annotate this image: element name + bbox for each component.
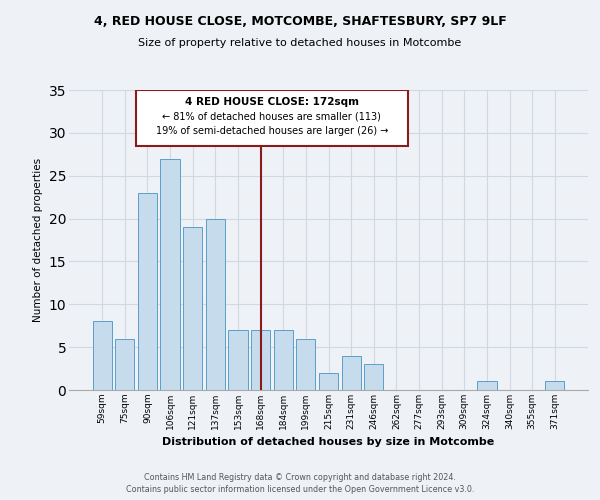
Text: Contains HM Land Registry data © Crown copyright and database right 2024.: Contains HM Land Registry data © Crown c… — [144, 472, 456, 482]
Bar — [92, 322, 112, 390]
Bar — [138, 193, 157, 390]
Bar — [319, 373, 338, 390]
FancyBboxPatch shape — [136, 90, 408, 146]
Bar — [183, 227, 202, 390]
Text: ← 81% of detached houses are smaller (113): ← 81% of detached houses are smaller (11… — [163, 112, 382, 122]
Bar — [206, 218, 225, 390]
Text: Size of property relative to detached houses in Motcombe: Size of property relative to detached ho… — [139, 38, 461, 48]
Bar — [251, 330, 270, 390]
Bar — [341, 356, 361, 390]
Bar — [115, 338, 134, 390]
Bar — [160, 158, 180, 390]
Bar — [274, 330, 293, 390]
Bar — [364, 364, 383, 390]
Bar — [229, 330, 248, 390]
X-axis label: Distribution of detached houses by size in Motcombe: Distribution of detached houses by size … — [163, 438, 494, 448]
Text: 19% of semi-detached houses are larger (26) →: 19% of semi-detached houses are larger (… — [156, 126, 388, 136]
Bar — [296, 338, 316, 390]
Bar — [545, 382, 565, 390]
Text: 4, RED HOUSE CLOSE, MOTCOMBE, SHAFTESBURY, SP7 9LF: 4, RED HOUSE CLOSE, MOTCOMBE, SHAFTESBUR… — [94, 15, 506, 28]
Text: 4 RED HOUSE CLOSE: 172sqm: 4 RED HOUSE CLOSE: 172sqm — [185, 97, 359, 107]
Y-axis label: Number of detached properties: Number of detached properties — [33, 158, 43, 322]
Bar — [477, 382, 497, 390]
Text: Contains public sector information licensed under the Open Government Licence v3: Contains public sector information licen… — [126, 485, 474, 494]
